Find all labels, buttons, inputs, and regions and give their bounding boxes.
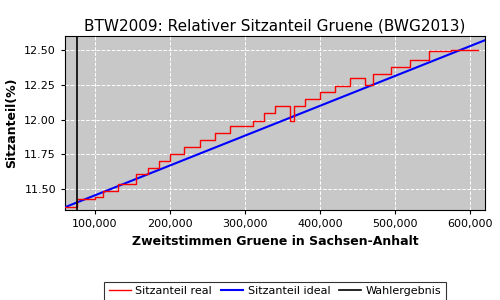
Sitzanteil real: [62, 206, 68, 209]
Sitzanteil ideal: [472, 42, 478, 46]
Sitzanteil ideal: [312, 106, 318, 110]
Line: Sitzanteil real: Sitzanteil real: [65, 50, 478, 207]
Sitzanteil real: [287, 104, 293, 107]
Sitzanteil real: [474, 48, 480, 52]
Sitzanteil real: [291, 104, 297, 107]
Sitzanteil ideal: [482, 38, 488, 42]
Sitzanteil ideal: [262, 126, 268, 130]
Sitzanteil real: [302, 97, 308, 101]
Sitzanteil real: [448, 48, 454, 52]
Sitzanteil ideal: [290, 115, 296, 119]
Sitzanteil ideal: [62, 206, 68, 209]
Legend: Sitzanteil real, Sitzanteil ideal, Wahlergebnis: Sitzanteil real, Sitzanteil ideal, Wahle…: [104, 282, 446, 300]
Title: BTW2009: Relativer Sitzanteil Gruene (BWG2013): BTW2009: Relativer Sitzanteil Gruene (BW…: [84, 18, 466, 33]
Sitzanteil real: [74, 206, 80, 209]
Line: Sitzanteil ideal: Sitzanteil ideal: [65, 40, 485, 207]
Sitzanteil real: [347, 76, 353, 80]
Y-axis label: Sitzanteil(%): Sitzanteil(%): [6, 78, 18, 168]
Sitzanteil real: [197, 139, 203, 142]
X-axis label: Zweitstimmen Gruene in Sachsen-Anhalt: Zweitstimmen Gruene in Sachsen-Anhalt: [132, 235, 418, 248]
Sitzanteil ideal: [406, 68, 412, 72]
Sitzanteil ideal: [264, 125, 270, 129]
